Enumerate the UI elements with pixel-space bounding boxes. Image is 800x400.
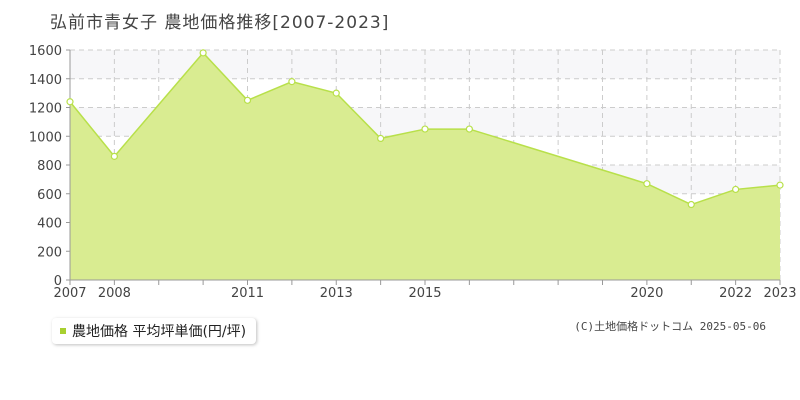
y-tick-label: 1600	[29, 44, 62, 59]
y-tick-labels: 0 200 400 600 800 1000 1200 1400 1600	[29, 44, 62, 289]
data-point	[199, 49, 207, 57]
data-point	[243, 96, 252, 104]
x-tick-labels: 2007 2008 2011 2013 2015 2020 2022 2023	[53, 286, 796, 301]
data-point	[732, 185, 740, 194]
x-tick-label: 2015	[408, 286, 441, 301]
y-tick-label: 800	[37, 159, 62, 174]
area-fill	[70, 52, 780, 280]
credit-text: (C)土地価格ドットコム 2025-05-06	[574, 320, 766, 333]
y-tick-label: 600	[37, 188, 62, 203]
data-point	[377, 134, 385, 143]
y-tick-label: 1200	[29, 102, 62, 117]
data-point	[465, 125, 473, 133]
data-point	[288, 78, 296, 86]
x-tick-label: 2013	[320, 286, 353, 301]
data-point	[421, 125, 429, 133]
data-point	[643, 180, 651, 188]
data-point	[687, 200, 695, 209]
legend-swatch	[60, 328, 66, 334]
axes	[66, 49, 781, 285]
data-point	[110, 152, 118, 160]
y-tick-label: 200	[37, 245, 62, 260]
data-point	[332, 89, 340, 97]
y-tick-label: 400	[37, 217, 62, 232]
x-tick-label: 2007	[53, 286, 86, 301]
legend-label: 農地価格 平均坪単価(円/坪)	[72, 324, 247, 340]
y-tick-label: 1400	[29, 73, 62, 88]
data-points	[66, 49, 784, 209]
data-point	[776, 181, 784, 189]
y-tick-label: 0	[54, 274, 62, 289]
x-tick-label: 2023	[763, 286, 796, 301]
chart-title: 弘前市青女子 農地価格推移[2007-2023]	[50, 13, 390, 33]
y-tick-label: 1000	[29, 130, 62, 145]
x-tick-label: 2020	[630, 286, 663, 301]
x-tick-label: 2008	[98, 286, 131, 301]
legend: 農地価格 平均坪単価(円/坪)	[52, 318, 257, 344]
x-tick-label: 2022	[719, 286, 752, 301]
data-point	[66, 98, 74, 106]
x-tick-label: 2011	[231, 286, 264, 301]
